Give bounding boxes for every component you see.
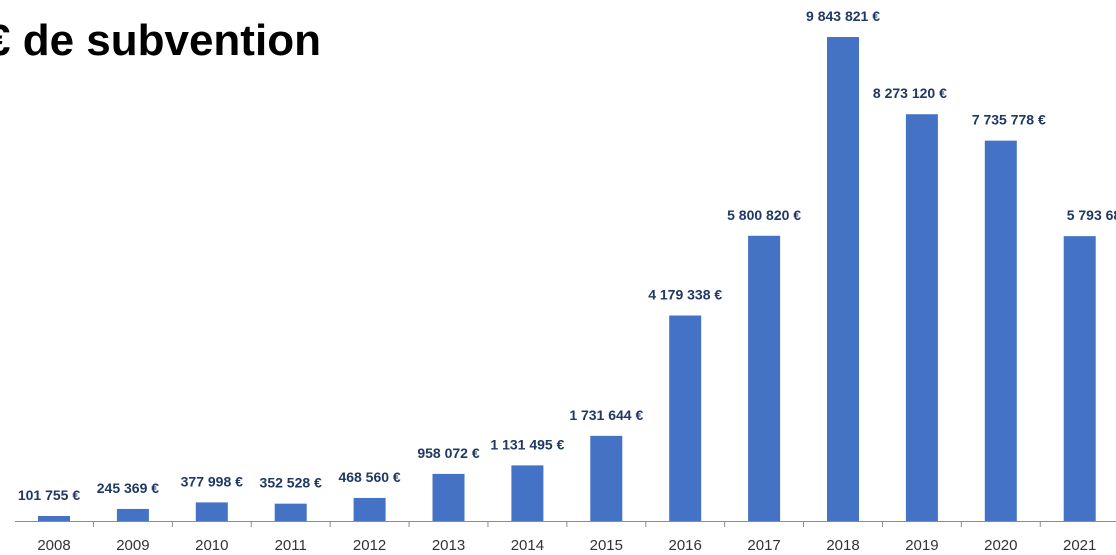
x-tick-label-2012: 2012: [353, 537, 386, 554]
data-label-2010: 377 998 €: [181, 473, 243, 489]
data-label-2018: 9 843 821 €: [806, 8, 880, 24]
bar-2013: [432, 473, 465, 521]
data-label-2014: 1 131 495 €: [490, 436, 564, 452]
x-tick-label-2013: 2013: [432, 537, 465, 554]
data-label-2016: 4 179 338 €: [648, 287, 722, 303]
data-label-2021: 5 793 681 €: [1067, 207, 1116, 223]
bar-2018: [827, 37, 859, 521]
x-tick-label-2015: 2015: [590, 537, 623, 554]
data-label-2009: 245 369 €: [97, 480, 159, 496]
x-tick-label-2011: 2011: [275, 537, 307, 554]
bar-2015: [590, 435, 623, 521]
bar-2012: [353, 497, 386, 521]
data-label-2019: 8 273 120 €: [873, 85, 947, 101]
data-label-2013: 958 072 €: [417, 445, 479, 461]
bar-2010: [195, 502, 228, 521]
data-label-2020: 7 735 778 €: [972, 112, 1046, 128]
bar-2011: [274, 503, 307, 521]
chart-title: € de subvention: [0, 16, 321, 65]
bar-2020: [984, 140, 1017, 521]
bar-2017: [748, 235, 781, 521]
x-tick-label-2016: 2016: [669, 537, 702, 554]
x-tick-label-2020: 2020: [984, 537, 1017, 554]
data-label-2008: 101 755 €: [18, 487, 80, 503]
bar-2016: [669, 315, 702, 521]
x-tick-label-2021: 2021: [1063, 537, 1096, 554]
x-tick-label-2014: 2014: [511, 537, 544, 554]
bar-2019: [905, 114, 938, 522]
data-label-2017: 5 800 820 €: [727, 207, 801, 223]
data-label-2015: 1 731 644 €: [569, 407, 643, 423]
x-tick-label-2017: 2017: [747, 537, 780, 554]
x-tick-label-2009: 2009: [116, 537, 149, 554]
bar-2008: [38, 515, 70, 521]
bar-2021: [1063, 236, 1096, 521]
x-tick-label-2018: 2018: [826, 537, 859, 554]
bar-2014: [511, 465, 544, 521]
bar-2009: [116, 508, 149, 521]
data-label-2011: 352 528 €: [260, 475, 322, 491]
x-tick-label-2008: 2008: [37, 537, 70, 554]
x-tick-label-2010: 2010: [195, 537, 228, 554]
data-label-2012: 468 560 €: [338, 469, 400, 485]
x-tick-label-2019: 2019: [905, 537, 938, 554]
